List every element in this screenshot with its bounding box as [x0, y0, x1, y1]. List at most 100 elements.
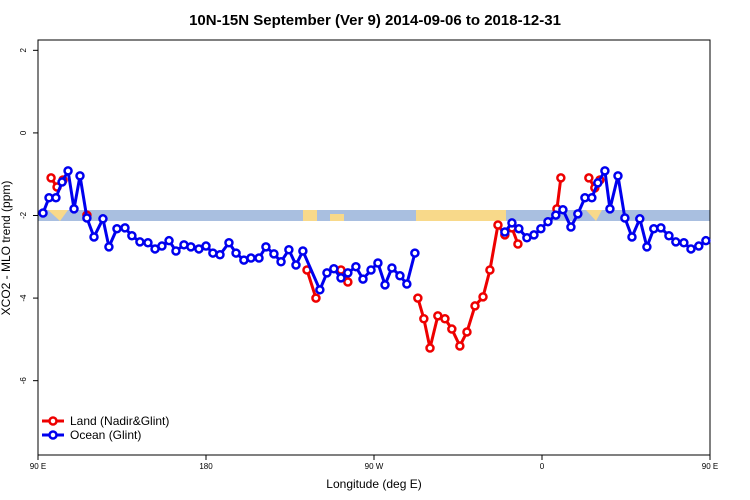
- data-point: [311, 293, 321, 303]
- data-point: [269, 249, 279, 259]
- data-point: [276, 256, 286, 267]
- data-point: [387, 263, 397, 273]
- data-point: [500, 227, 510, 237]
- data-point: [556, 173, 566, 183]
- data-point: [171, 246, 181, 256]
- x-tick-label: 180: [199, 462, 213, 471]
- x-axis-label: Longitude (deg E): [326, 477, 421, 491]
- land-patch: [416, 210, 506, 221]
- x-tick-label: 90 W: [365, 462, 384, 471]
- data-point: [587, 192, 597, 203]
- data-point: [186, 242, 196, 252]
- data-point: [380, 280, 390, 290]
- data-point: [298, 246, 308, 256]
- data-point: [419, 313, 429, 324]
- data-point: [593, 178, 603, 188]
- data-point: [514, 223, 524, 234]
- data-point: [620, 213, 630, 223]
- data-point: [366, 265, 376, 275]
- data-point: [112, 223, 122, 234]
- data-point: [215, 249, 225, 260]
- data-point: [605, 204, 615, 214]
- data-point: [343, 277, 353, 287]
- land-patch: [586, 210, 602, 221]
- data-point: [656, 223, 666, 233]
- data-point: [627, 232, 637, 242]
- data-point: [507, 218, 517, 228]
- data-point: [671, 237, 681, 247]
- data-point: [89, 232, 99, 242]
- data-point: [246, 253, 256, 263]
- y-tick-label: -4: [19, 294, 28, 302]
- data-point: [536, 223, 546, 234]
- data-point: [201, 241, 211, 251]
- data-point: [642, 242, 652, 252]
- land-patch: [48, 210, 68, 221]
- series-line: [49, 177, 602, 350]
- data-point: [413, 293, 423, 303]
- data-point: [613, 171, 623, 181]
- land-mask: [38, 210, 710, 221]
- legend-marker: [48, 430, 58, 440]
- data-point: [558, 204, 568, 215]
- land-patch: [303, 210, 317, 221]
- data-point: [529, 230, 539, 240]
- data-point: [38, 208, 48, 218]
- x-tick-label: 0: [540, 462, 545, 471]
- data-point: [358, 274, 368, 284]
- data-point: [425, 343, 435, 353]
- data-point: [701, 235, 711, 246]
- data-point: [351, 261, 361, 272]
- data-point: [373, 258, 383, 268]
- data-point: [157, 241, 167, 251]
- data-point: [485, 265, 495, 275]
- data-point: [254, 253, 264, 263]
- data-point: [224, 238, 234, 248]
- data-point: [513, 239, 523, 249]
- data-point: [51, 192, 61, 203]
- data-point: [551, 210, 561, 220]
- data-point: [291, 260, 301, 270]
- legend-marker: [48, 416, 58, 426]
- data-point: [57, 177, 67, 187]
- data-point: [164, 235, 174, 246]
- data-point: [98, 214, 108, 224]
- data-point: [120, 223, 130, 233]
- plot-frame: [37, 39, 711, 456]
- data-point: [284, 245, 294, 255]
- data-point: [543, 216, 553, 227]
- data-point: [566, 222, 576, 232]
- data-point: [470, 301, 480, 311]
- x-tick-label: 90 E: [702, 462, 718, 471]
- data-point: [143, 238, 153, 248]
- x-tick-label: 90 E: [30, 462, 46, 471]
- chart-title: 10N-15N September (Ver 9) 2014-09-06 to …: [189, 12, 561, 29]
- land-patch: [330, 214, 344, 221]
- data-point: [664, 230, 674, 241]
- ocean-band: [38, 210, 710, 221]
- data-point: [694, 241, 704, 251]
- data-point: [261, 242, 271, 252]
- data-point: [46, 173, 56, 183]
- data-point: [315, 285, 325, 295]
- data-point: [440, 313, 450, 324]
- data-point: [410, 248, 420, 258]
- data-point: [329, 264, 339, 274]
- y-tick-label: -2: [19, 211, 28, 219]
- data-point: [455, 341, 465, 351]
- data-point: [686, 244, 696, 254]
- data-point: [63, 166, 73, 176]
- data-point: [69, 204, 79, 214]
- data-point: [127, 230, 137, 241]
- data-point: [679, 238, 689, 248]
- data-point: [395, 271, 405, 281]
- legend-label: Ocean (Glint): [70, 428, 141, 442]
- data-point: [478, 292, 488, 302]
- y-tick-label: 2: [19, 48, 28, 53]
- data-point: [447, 324, 457, 334]
- data-point: [343, 268, 353, 278]
- y-tick-label: -6: [19, 377, 28, 385]
- data-point: [493, 220, 503, 230]
- y-tick-label: 0: [19, 130, 28, 135]
